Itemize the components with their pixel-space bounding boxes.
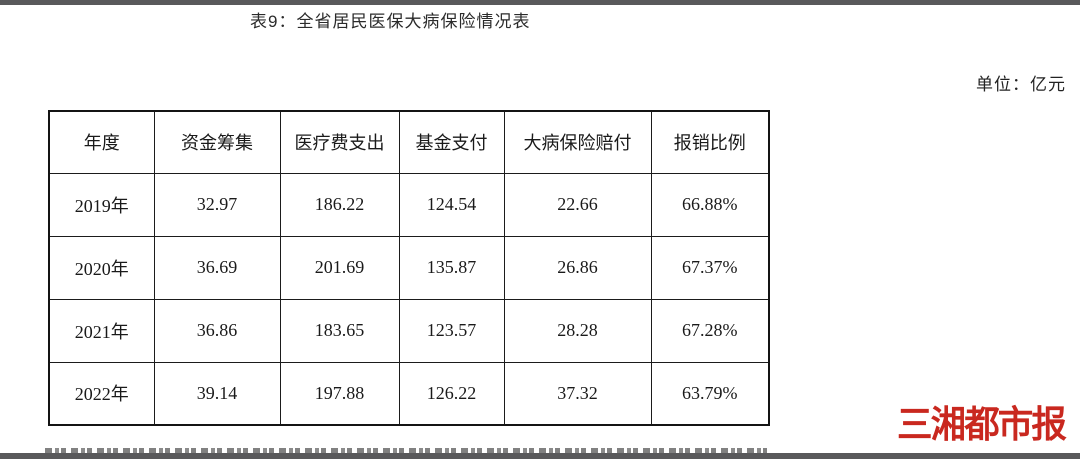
table-row-2020: 2020年 36.69 201.69 135.87 26.86 67.37% — [48, 235, 770, 300]
table-cell: 123.57 — [398, 298, 505, 363]
table-cell: 197.88 — [279, 361, 400, 426]
col-header-fund-payment: 基金支付 — [398, 110, 505, 174]
table-cell: 183.65 — [279, 298, 400, 363]
insurance-table: 年度 资金筹集 医疗费支出 基金支付 大病保险赔付 报销比例 2019年 32.… — [48, 110, 770, 426]
table-cell: 32.97 — [153, 172, 281, 237]
col-header-funds-raised: 资金筹集 — [153, 110, 281, 174]
table-cell: 63.79% — [650, 361, 770, 426]
table-row-2022: 2022年 39.14 197.88 126.22 37.32 63.79% — [48, 361, 770, 426]
table-cell: 66.88% — [650, 172, 770, 237]
table-cell: 2022年 — [48, 361, 155, 426]
col-header-year: 年度 — [48, 110, 155, 174]
table-row-2021: 2021年 36.86 183.65 123.57 28.28 67.28% — [48, 298, 770, 363]
clipped-footnote-text — [45, 448, 767, 453]
table-cell: 37.32 — [503, 361, 652, 426]
table-cell: 186.22 — [279, 172, 400, 237]
bottom-divider-bar — [0, 453, 1080, 459]
table-cell: 135.87 — [398, 235, 505, 300]
table-title: 表9：全省居民医保大病保险情况表 — [250, 12, 531, 31]
table-row-2019: 2019年 32.97 186.22 124.54 22.66 66.88% — [48, 172, 770, 237]
table-cell: 67.28% — [650, 298, 770, 363]
table-cell: 2021年 — [48, 298, 155, 363]
table-cell: 36.69 — [153, 235, 281, 300]
table-cell: 67.37% — [650, 235, 770, 300]
table-header-row: 年度 资金筹集 医疗费支出 基金支付 大病保险赔付 报销比例 — [48, 110, 770, 174]
table-cell: 126.22 — [398, 361, 505, 426]
table-cell: 22.66 — [503, 172, 652, 237]
table-cell: 2019年 — [48, 172, 155, 237]
table-cell: 26.86 — [503, 235, 652, 300]
table-cell: 124.54 — [398, 172, 505, 237]
col-header-reimbursement-ratio: 报销比例 — [650, 110, 770, 174]
sanxiang-metropolis-daily-logo: 三湘都市报 — [897, 404, 1067, 445]
top-divider-bar — [0, 0, 1080, 5]
table-cell: 2020年 — [48, 235, 155, 300]
col-header-major-illness-payout: 大病保险赔付 — [503, 110, 652, 174]
table-cell: 28.28 — [503, 298, 652, 363]
table-cell: 39.14 — [153, 361, 281, 426]
table-cell: 36.86 — [153, 298, 281, 363]
unit-label: 单位：亿元 — [976, 75, 1066, 94]
table-cell: 201.69 — [279, 235, 400, 300]
col-header-medical-expense: 医疗费支出 — [279, 110, 400, 174]
